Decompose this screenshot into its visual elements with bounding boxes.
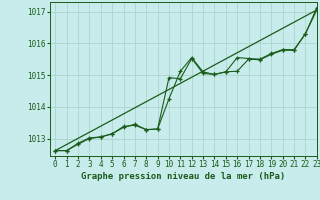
- X-axis label: Graphe pression niveau de la mer (hPa): Graphe pression niveau de la mer (hPa): [81, 172, 285, 181]
